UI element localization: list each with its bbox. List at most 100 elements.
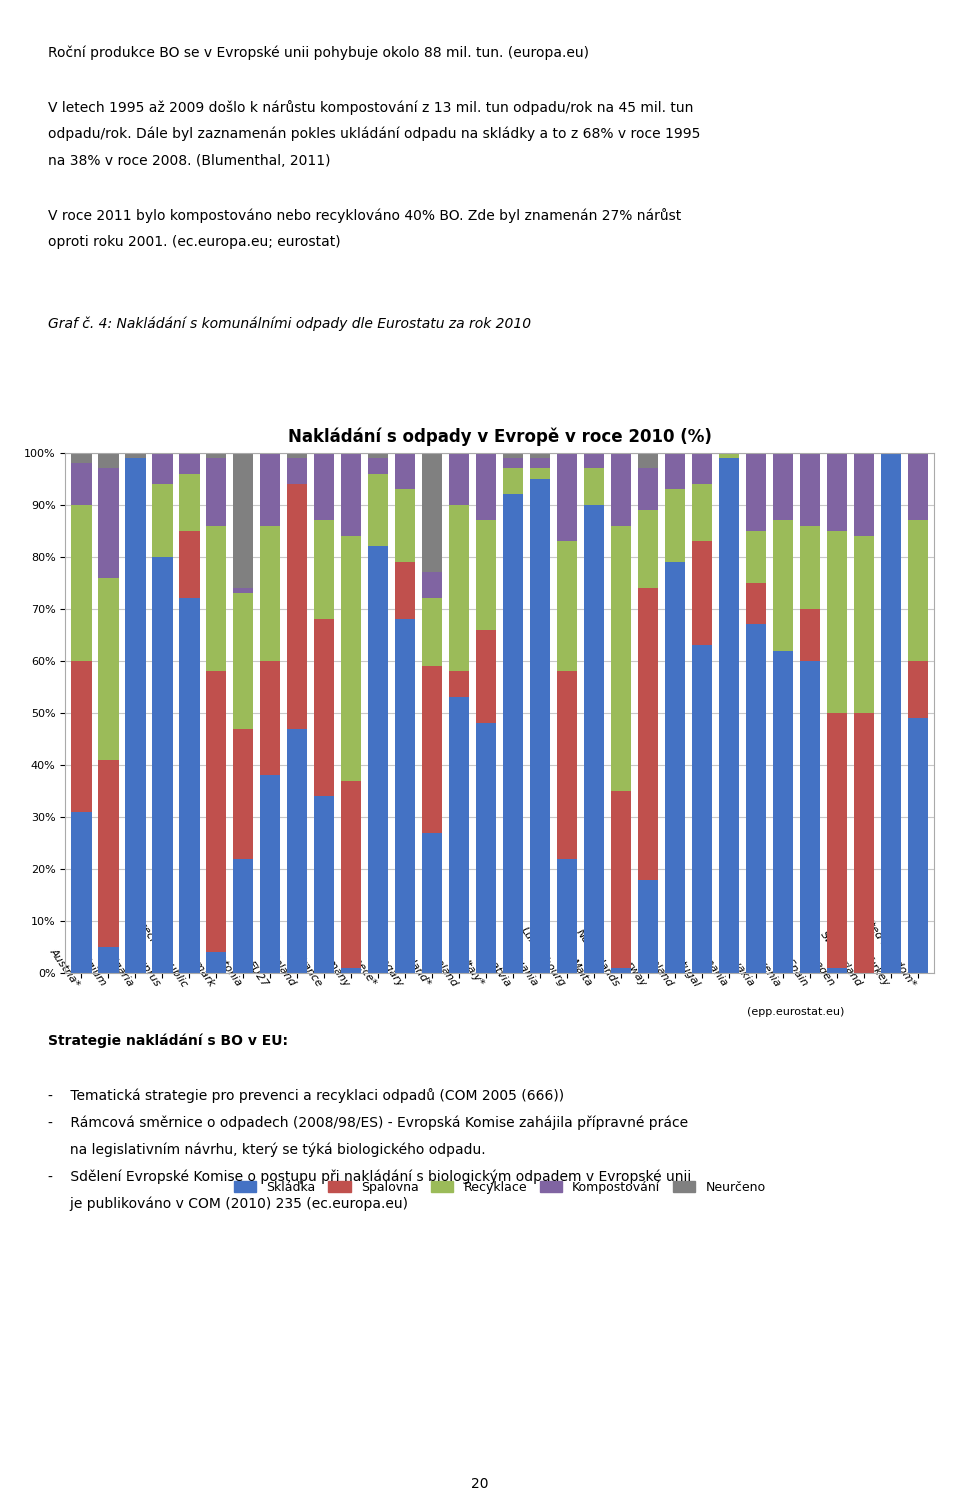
Bar bbox=[422, 833, 443, 973]
Bar bbox=[368, 453, 389, 457]
Bar bbox=[557, 542, 577, 672]
Bar bbox=[692, 484, 712, 542]
Bar bbox=[314, 619, 334, 797]
Bar bbox=[692, 646, 712, 973]
Text: oproti roku 2001. (ec.europa.eu; eurostat): oproti roku 2001. (ec.europa.eu; eurosta… bbox=[48, 235, 341, 249]
Bar bbox=[449, 672, 469, 697]
Bar bbox=[396, 489, 416, 561]
Bar bbox=[800, 525, 820, 608]
Bar bbox=[719, 457, 739, 973]
Bar bbox=[908, 718, 928, 973]
Bar bbox=[503, 468, 523, 495]
Bar bbox=[584, 453, 604, 468]
Bar bbox=[233, 593, 253, 729]
Bar bbox=[530, 468, 550, 478]
Bar bbox=[665, 453, 685, 489]
Bar bbox=[557, 859, 577, 973]
Bar bbox=[287, 484, 307, 729]
Bar bbox=[827, 714, 847, 969]
Bar bbox=[530, 457, 550, 468]
Bar bbox=[126, 457, 146, 973]
Bar bbox=[449, 697, 469, 973]
Text: 20: 20 bbox=[471, 1477, 489, 1491]
Bar bbox=[611, 791, 632, 969]
Bar bbox=[153, 453, 173, 484]
Bar bbox=[314, 453, 334, 521]
Bar bbox=[71, 504, 91, 661]
Text: (epp.eurostat.eu): (epp.eurostat.eu) bbox=[748, 1007, 845, 1017]
Bar bbox=[827, 531, 847, 714]
Text: Roční produkce BO se v Evropské unii pohybuje okolo 88 mil. tun. (europa.eu): Roční produkce BO se v Evropské unii poh… bbox=[48, 45, 589, 60]
Text: na 38% v roce 2008. (Blumenthal, 2011): na 38% v roce 2008. (Blumenthal, 2011) bbox=[48, 154, 330, 167]
Bar bbox=[530, 453, 550, 457]
Bar bbox=[773, 521, 793, 650]
Text: je publikováno v COM (2010) 235 (ec.europa.eu): je publikováno v COM (2010) 235 (ec.euro… bbox=[48, 1197, 408, 1212]
Text: Strategie nakládání s BO v EU:: Strategie nakládání s BO v EU: bbox=[48, 1034, 288, 1049]
Bar bbox=[206, 457, 227, 525]
Bar bbox=[611, 969, 632, 973]
Bar bbox=[827, 969, 847, 973]
Bar bbox=[557, 672, 577, 859]
Bar bbox=[396, 561, 416, 619]
Bar bbox=[206, 525, 227, 672]
Bar bbox=[665, 489, 685, 561]
Bar bbox=[71, 812, 91, 973]
Text: Graf č. 4: Nakládání s komunálními odpady dle Eurostatu za rok 2010: Graf č. 4: Nakládání s komunálními odpad… bbox=[48, 317, 531, 332]
Bar bbox=[746, 453, 766, 531]
Bar bbox=[233, 589, 253, 593]
Bar bbox=[746, 582, 766, 625]
Bar bbox=[908, 521, 928, 661]
Bar bbox=[287, 729, 307, 973]
Bar bbox=[638, 453, 659, 468]
Bar bbox=[98, 578, 119, 761]
Legend: Skládka, Spalovna, Recyklace, Kompostování, Neurčeno: Skládka, Spalovna, Recyklace, Kompostová… bbox=[230, 1177, 769, 1198]
Bar bbox=[396, 619, 416, 973]
Bar bbox=[692, 542, 712, 646]
Bar bbox=[530, 478, 550, 973]
Bar bbox=[800, 453, 820, 525]
Bar bbox=[314, 797, 334, 973]
Bar bbox=[476, 453, 496, 521]
Bar bbox=[800, 661, 820, 973]
Bar bbox=[368, 474, 389, 546]
Bar bbox=[341, 536, 361, 780]
Bar bbox=[665, 561, 685, 973]
Bar bbox=[396, 453, 416, 489]
Bar bbox=[719, 453, 739, 457]
Bar bbox=[800, 608, 820, 661]
Bar bbox=[180, 474, 200, 531]
Bar bbox=[341, 453, 361, 536]
Bar bbox=[773, 453, 793, 521]
Bar bbox=[98, 453, 119, 468]
Bar bbox=[206, 672, 227, 952]
Bar bbox=[853, 453, 874, 536]
Bar bbox=[880, 453, 901, 973]
Bar bbox=[476, 629, 496, 723]
Bar bbox=[746, 531, 766, 582]
Bar bbox=[206, 453, 227, 457]
Bar bbox=[180, 531, 200, 599]
Bar bbox=[773, 650, 793, 973]
Bar bbox=[233, 859, 253, 973]
Bar bbox=[908, 453, 928, 521]
Bar bbox=[233, 453, 253, 589]
Title: Nakládání s odpady v Evropě v roce 2010 (%): Nakládání s odpady v Evropě v roce 2010 … bbox=[288, 427, 711, 445]
Bar bbox=[233, 729, 253, 859]
Bar bbox=[98, 468, 119, 578]
Bar bbox=[260, 776, 280, 973]
Bar bbox=[422, 572, 443, 599]
Bar bbox=[71, 453, 91, 463]
Bar bbox=[341, 969, 361, 973]
Text: V roce 2011 bylo kompostováno nebo recyklováno 40% BO. Zde byl znamenán 27% nárů: V roce 2011 bylo kompostováno nebo recyk… bbox=[48, 208, 682, 223]
Bar bbox=[153, 484, 173, 557]
Text: odpadu/rok. Dále byl zaznamenán pokles ukládání odpadu na skládky a to z 68% v r: odpadu/rok. Dále byl zaznamenán pokles u… bbox=[48, 127, 701, 142]
Bar bbox=[503, 495, 523, 973]
Bar bbox=[449, 504, 469, 672]
Text: -    Sdělení Evropské Komise o postupu při nakládání s biologickým odpadem v Evr: - Sdělení Evropské Komise o postupu při … bbox=[48, 1169, 691, 1185]
Bar bbox=[314, 521, 334, 619]
Bar bbox=[422, 599, 443, 665]
Bar bbox=[638, 468, 659, 510]
Bar bbox=[908, 661, 928, 718]
Text: -    Rámcová směrnice o odpadech (2008/98/ES) - Evropská Komise zahájila příprav: - Rámcová směrnice o odpadech (2008/98/E… bbox=[48, 1115, 688, 1130]
Bar bbox=[368, 457, 389, 474]
